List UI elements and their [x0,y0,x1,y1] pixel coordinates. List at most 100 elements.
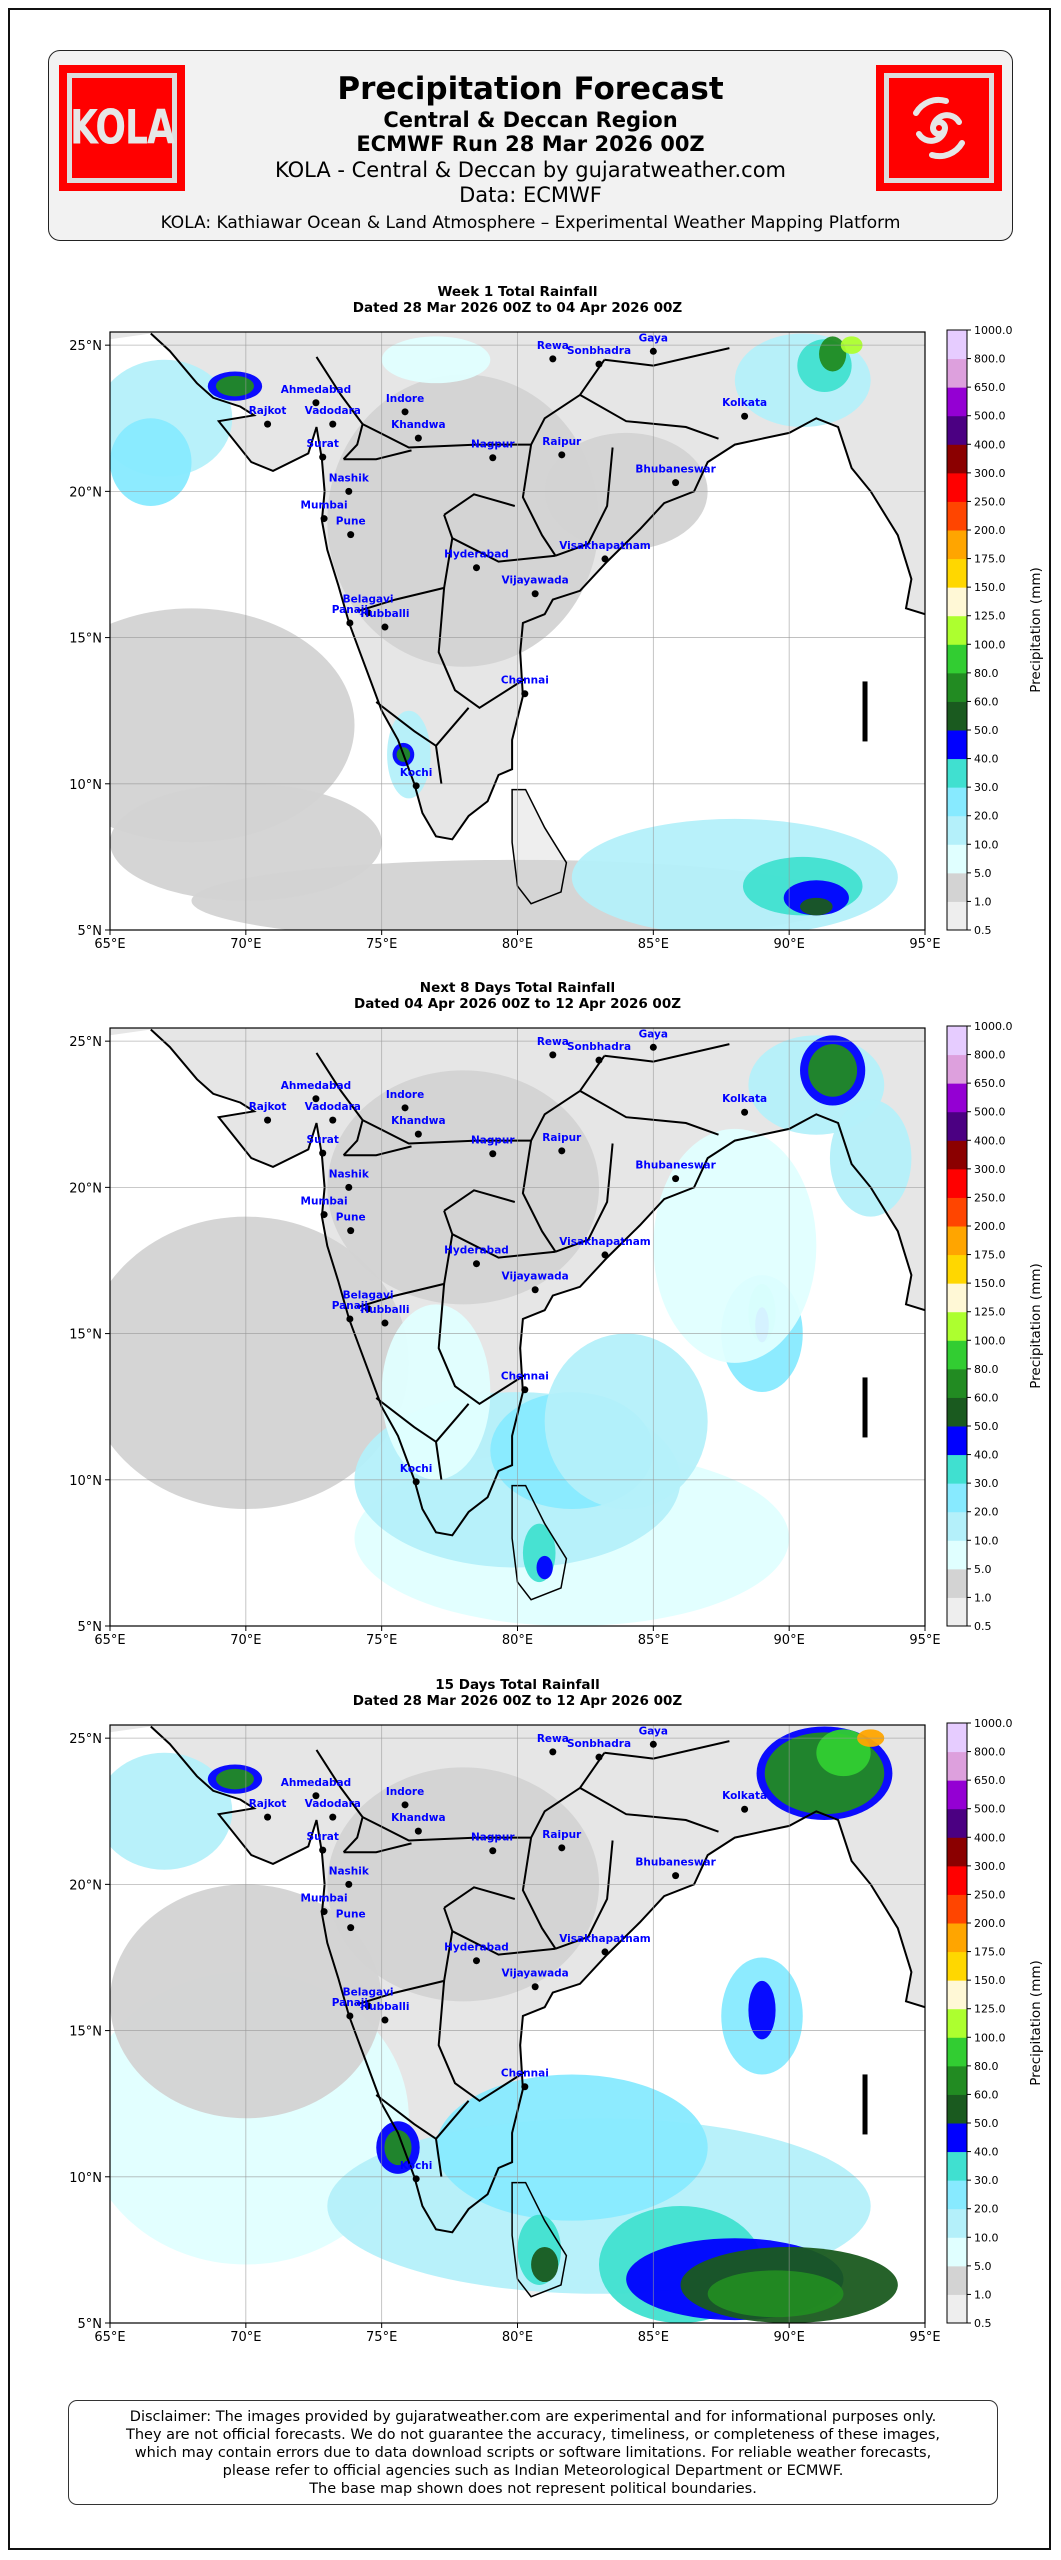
colorbar-segment [947,1083,967,1113]
panel-title: Week 1 Total Rainfall [437,284,598,300]
city-label: Hubballi [360,1304,409,1316]
city-marker [329,420,337,428]
city-label: Hubballi [360,608,409,620]
city-label: Mumbai [301,1196,348,1208]
city-marker [320,1211,328,1219]
rain-contour [110,1752,233,1870]
city-label: Rewa [537,1733,569,1745]
colorbar-tick-label: 0.5 [974,924,992,937]
panel-subtitle: Dated 04 Apr 2026 00Z to 12 Apr 2026 00Z [353,996,682,1012]
city-label: Raipur [542,436,582,448]
state-border [521,444,557,557]
city-label: Nashik [329,1168,370,1180]
lon-tick-label: 75°E [366,2330,397,2345]
colorbar-segment [947,2094,967,2124]
city-label: Sonbhadra [567,1738,631,1750]
colorbar-segment [947,1283,967,1313]
city-label: Nashik [329,472,370,484]
state-border [555,1143,614,1253]
state-border [315,1749,364,1853]
city-label: Raipur [542,1132,582,1144]
colorbar-tick-label: 1000.0 [974,1717,1013,1730]
city-marker [345,1880,353,1888]
city-label: Nagpur [471,1135,515,1147]
city-marker [381,2016,389,2024]
colorbar-tick-label: 125.0 [974,2003,1006,2016]
colorbar-tick-label: 1.0 [974,895,992,908]
colorbar-frame [946,329,968,931]
state-border [579,1090,719,1136]
colorbar-segment [947,615,967,645]
city-marker [672,1872,680,1880]
rain-contour [783,880,849,916]
city-label: Sonbhadra [567,1041,631,1053]
colorbar-segment [947,1865,967,1895]
colorbar-tick-label: 60.0 [974,2088,999,2101]
lat-tick-label: 25°N [69,1035,102,1050]
city-marker [346,1315,354,1323]
city-marker [312,399,320,407]
colorbar-tick-label: 100.0 [974,1334,1006,1347]
colorbar-segment [947,358,967,388]
state-border [451,1930,556,1956]
city-label: Kolkata [722,1093,767,1105]
colorbar-tick-label: 80.0 [974,1363,999,1376]
disclaimer-line: please refer to official agencies such a… [222,2463,844,2479]
colorbar-tick-label: 250.0 [974,1191,1006,1204]
city-marker [346,619,354,627]
colorbar-segment [947,1140,967,1170]
city-label: Sonbhadra [567,345,631,357]
city-marker [595,1753,603,1761]
colorbar-tick-label: 50.0 [974,2117,999,2130]
colorbar-segment [947,1511,967,1541]
city-marker [489,1847,497,1855]
lon-tick-label: 80°E [502,937,533,952]
colorbar-tick-label: 300.0 [974,467,1006,480]
andaman-islands [862,681,868,742]
lat-tick-label: 15°N [69,632,102,647]
colorbar-segment [947,2237,967,2267]
city-marker [531,1286,539,1294]
credit-line: KOLA - Central & Deccan by gujaratweathe… [274,158,787,182]
colorbar-tick-label: 50.0 [974,724,999,737]
colorbar-tick-label: 5.0 [974,1563,992,1576]
colorbar-tick-label: 200.0 [974,524,1006,537]
lon-tick-label: 90°E [774,1633,805,1648]
lon-tick-label: 85°E [638,1633,669,1648]
colorbar-segment [947,730,967,760]
colorbar-segment [947,415,967,445]
lat-tick-label: 25°N [69,339,102,354]
city-label: Ahmedabad [281,1777,351,1789]
colorbar-segment [947,1808,967,1838]
city-label: Chennai [501,2068,549,2080]
colorbar-tick-label: 175.0 [974,1946,1006,1959]
city-marker [319,453,327,461]
sri-lanka-coastline [511,2181,568,2298]
lon-tick-label: 65°E [94,937,125,952]
lon-tick-label: 70°E [230,937,261,952]
rain-contour [381,1304,491,1480]
colorbar-tick-label: 0.5 [974,1620,992,1633]
coastline [150,332,925,841]
header-box: KOLA Precipitation Forecast Central & De… [48,50,1013,241]
city-label: Pune [336,516,366,528]
city-marker [347,531,355,539]
rain-contour [800,897,833,916]
colorbar-segment [947,1568,967,1598]
rain-contour [748,1980,776,2040]
lon-tick-label: 75°E [366,937,397,952]
lon-tick-label: 90°E [774,2330,805,2345]
city-marker [401,1104,409,1112]
city-marker [320,1908,328,1916]
colorbar-tick-label: 500.0 [974,1106,1006,1119]
state-border [437,1980,527,2103]
colorbar-tick-label: 40.0 [974,2146,999,2159]
colorbar-tick-label: 175.0 [974,553,1006,566]
colorbar-tick-label: 800.0 [974,1049,1006,1062]
state-border [343,1842,412,1854]
rain-contour [215,1768,254,1790]
city-label: Visakhapatnam [559,1236,651,1248]
city-label: Nashik [329,1865,370,1877]
colorbar-segment [947,1111,967,1141]
colorbar-tick-label: 250.0 [974,495,1006,508]
